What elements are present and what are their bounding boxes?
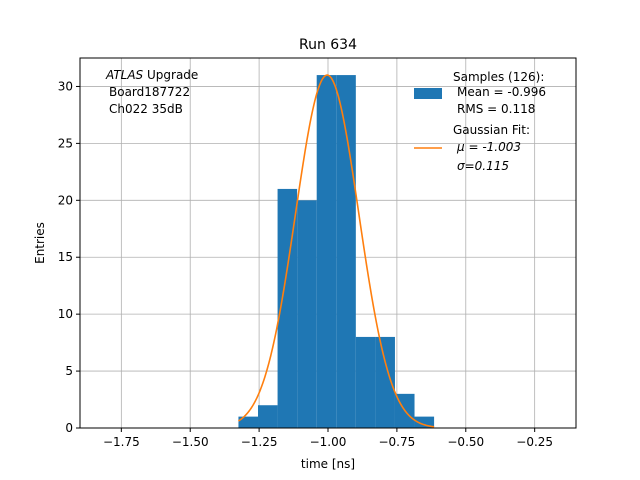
annotation-upgrade: Upgrade [143,68,198,82]
legend-samples-line-3: RMS = 0.118 [457,102,535,116]
y-tick-label: 15 [58,250,73,264]
x-tick-label: −1.25 [241,435,278,449]
y-axis-ticks: 0 5 10 15 20 25 30 [58,79,80,435]
annotation-line-3: Ch022 35dB [109,102,183,116]
y-tick-label: 30 [58,79,73,93]
x-tick-label: −1.75 [103,435,140,449]
legend-samples-line-1: Samples (126): [453,70,544,84]
x-tick-label: −0.25 [516,435,553,449]
legend-fit-line-2: μ = -1.003 [456,140,521,154]
histogram-bar [375,336,395,428]
x-axis-label: time [ns] [301,457,355,471]
x-tick-label: −1.50 [172,435,209,449]
histogram-bar [297,200,317,428]
legend-fit-line-3: σ=0.115 [457,159,509,173]
y-tick-label: 10 [58,307,73,321]
annotation-box: ATLAS Upgrade Board187722 Ch022 35dB [105,68,198,116]
legend: Samples (126): Mean = -0.996 RMS = 0.118… [414,70,546,173]
histogram-bar [277,188,298,428]
y-tick-label: 5 [65,364,73,378]
histogram-bar [414,416,435,428]
annotation-line-1: ATLAS Upgrade [105,68,198,82]
y-tick-label: 0 [65,421,73,435]
gaussian-fit-curve [238,74,435,428]
chart-title: Run 634 [299,37,357,53]
histogram-bar [258,405,278,428]
histogram-bar [355,336,376,428]
x-tick-label: −0.75 [378,435,415,449]
x-tick-label: −0.50 [447,435,484,449]
y-tick-label: 20 [58,193,73,207]
y-tick-label: 25 [58,136,73,150]
legend-fit-line-1: Gaussian Fit: [453,123,530,137]
y-axis-label: Entries [33,222,47,264]
annotation-line-2: Board187722 [109,85,190,99]
histogram-bar [238,416,259,428]
legend-samples-swatch [414,88,442,99]
histogram-bar [316,75,337,429]
x-axis-ticks: −1.75 −1.50 −1.25 −1.00 −0.75 −0.50 −0.25 [103,428,553,449]
x-tick-label: −1.00 [310,435,347,449]
legend-samples-line-2: Mean = -0.996 [457,85,546,99]
annotation-atlas: ATLAS [105,68,144,82]
